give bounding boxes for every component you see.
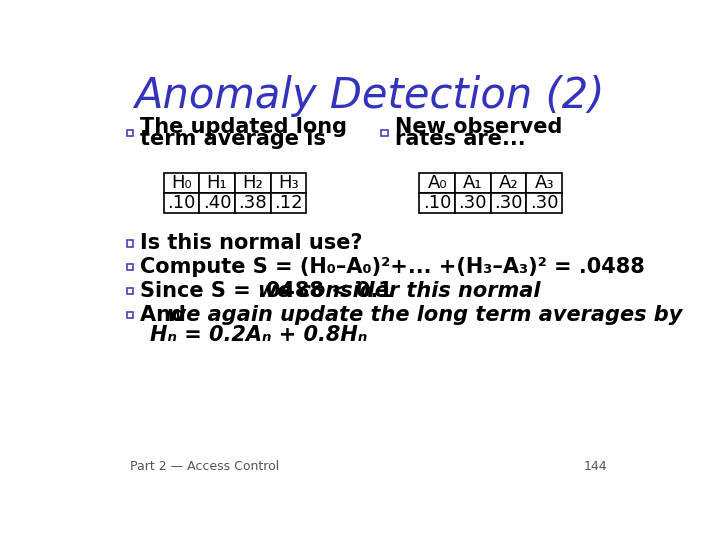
Text: A₀: A₀	[428, 174, 447, 192]
Bar	[127, 288, 133, 294]
Text: .10: .10	[167, 194, 196, 212]
Bar	[490, 193, 526, 213]
Text: H₂: H₂	[243, 174, 263, 192]
Text: Hₙ = 0.2Aₙ + 0.8Hₙ: Hₙ = 0.2Aₙ + 0.8Hₙ	[150, 325, 368, 345]
Text: term average is: term average is	[140, 130, 326, 150]
Text: H₁: H₁	[207, 174, 228, 192]
Bar	[235, 193, 271, 213]
Bar	[419, 173, 455, 193]
Text: 144: 144	[584, 460, 608, 473]
Text: A₃: A₃	[534, 174, 554, 192]
Text: The updated long: The updated long	[140, 117, 347, 137]
Bar	[127, 130, 133, 137]
Bar	[526, 193, 562, 213]
Bar	[235, 173, 271, 193]
Bar	[382, 130, 387, 137]
Text: .30: .30	[494, 194, 523, 212]
Text: .30: .30	[459, 194, 487, 212]
Text: Since S = .0488 < 0.1: Since S = .0488 < 0.1	[140, 281, 400, 301]
Text: Part 2 — Access Control: Part 2 — Access Control	[130, 460, 279, 473]
Bar	[127, 264, 133, 271]
Text: Compute S = (H₀–A₀)²+... +(H₃–A₃)² = .0488: Compute S = (H₀–A₀)²+... +(H₃–A₃)² = .04…	[140, 258, 645, 278]
Text: A₁: A₁	[463, 174, 482, 192]
Text: .30: .30	[530, 194, 559, 212]
Text: A₂: A₂	[499, 174, 518, 192]
Bar	[490, 173, 526, 193]
Bar	[163, 193, 199, 213]
Text: .40: .40	[203, 194, 231, 212]
Text: .12: .12	[274, 194, 302, 212]
Bar	[419, 193, 455, 213]
Bar	[271, 193, 306, 213]
Bar	[127, 240, 133, 247]
Bar	[271, 173, 306, 193]
Bar	[127, 312, 133, 318]
Text: .10: .10	[423, 194, 451, 212]
Text: H₃: H₃	[278, 174, 299, 192]
Text: Anomaly Detection (2): Anomaly Detection (2)	[134, 75, 604, 117]
Text: New observed: New observed	[395, 117, 562, 137]
Text: H₀: H₀	[171, 174, 192, 192]
Bar	[199, 193, 235, 213]
Bar	[163, 173, 199, 193]
Text: we again update the long term averages by: we again update the long term averages b…	[167, 305, 682, 325]
Text: And: And	[140, 305, 194, 325]
Bar	[455, 173, 490, 193]
Bar	[526, 173, 562, 193]
Text: Is this normal use?: Is this normal use?	[140, 233, 363, 253]
Text: we consider this normal: we consider this normal	[258, 281, 541, 301]
Bar	[455, 193, 490, 213]
Text: rates are...: rates are...	[395, 130, 525, 150]
Text: .38: .38	[238, 194, 267, 212]
Bar	[199, 173, 235, 193]
